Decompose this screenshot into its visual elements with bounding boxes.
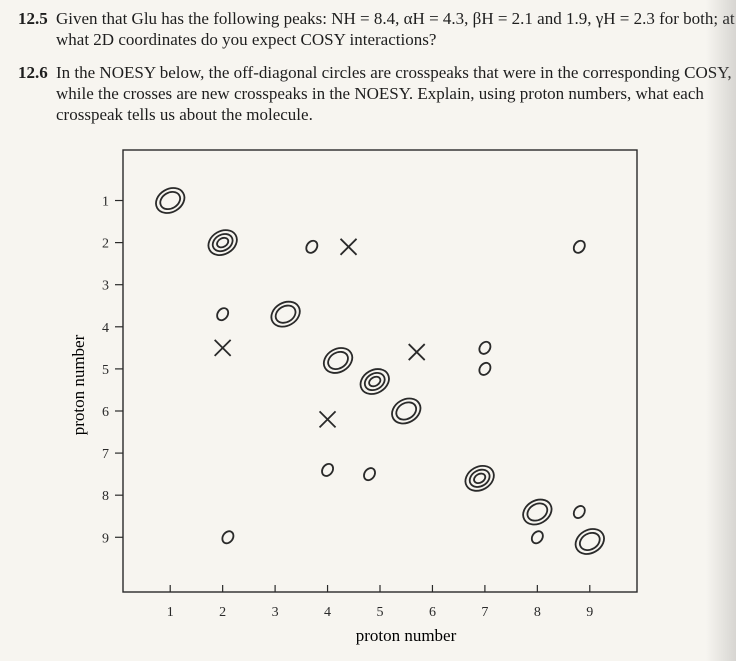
diagonal-peak [155, 187, 186, 214]
cosy-crosspeak [363, 467, 376, 482]
plot-frame [122, 149, 638, 593]
y-tick-label: 5 [102, 363, 109, 378]
noesy-cross [339, 238, 358, 256]
cosy-crosspeak [572, 505, 586, 519]
y-tick-label: 4 [102, 321, 109, 336]
x-axis: 1 2 3 4 5 6 7 8 9 [167, 585, 593, 620]
y-tick-label: 2 [102, 237, 109, 252]
y-tick-label: 9 [102, 531, 109, 546]
diagonal-peak [359, 368, 390, 395]
x-tick-label: 4 [324, 605, 331, 620]
x-tick-label: 9 [586, 605, 593, 620]
y-tick-label: 3 [102, 279, 109, 294]
problem-text: Given that Glu has the following peaks: … [56, 9, 735, 49]
diagonal-peak [522, 498, 553, 526]
x-axis-label: proton number [356, 626, 457, 645]
noesy-cross [318, 410, 337, 429]
cosy-crosspeak [478, 340, 492, 355]
cosy-crosspeak [221, 530, 235, 545]
y-tick-label: 8 [102, 489, 109, 504]
cosy-crosspeak [216, 307, 230, 322]
cosy-crosspeak [478, 361, 492, 376]
cosy-crosspeak [321, 462, 334, 477]
x-tick-label: 8 [534, 605, 541, 620]
x-tick-label: 5 [377, 605, 384, 620]
diagonal-peak [464, 464, 495, 492]
y-axis: 1 2 3 4 5 6 7 8 9 [102, 195, 123, 546]
noesy-cross [408, 343, 426, 361]
problem-text: In the NOESY below, the off-diagonal cir… [56, 63, 732, 124]
x-tick-label: 3 [272, 605, 279, 620]
diagonal-peak [391, 397, 422, 425]
y-tick-label: 1 [102, 195, 109, 210]
diagonal-peak [574, 528, 605, 555]
y-tick-label: 7 [102, 447, 109, 462]
cosy-crosspeak [305, 239, 319, 254]
diagonal-peak [207, 229, 238, 256]
diagonal-peak [322, 347, 354, 374]
y-axis-label: proton number [69, 334, 88, 435]
diagonal-peak [270, 300, 301, 328]
x-tick-label: 1 [167, 605, 174, 620]
x-tick-label: 7 [481, 605, 488, 620]
cosy-crosspeak [530, 530, 544, 545]
noesy-cross [214, 339, 232, 357]
cosy-crosspeak [572, 239, 586, 254]
x-tick-label: 6 [429, 605, 436, 620]
y-tick-label: 6 [102, 405, 109, 420]
problem-number: 12.6 [18, 63, 48, 82]
problem-number: 12.5 [18, 9, 48, 28]
x-tick-label: 2 [219, 605, 226, 620]
peak-marks [155, 187, 605, 555]
page-edge-shadow [706, 0, 736, 661]
